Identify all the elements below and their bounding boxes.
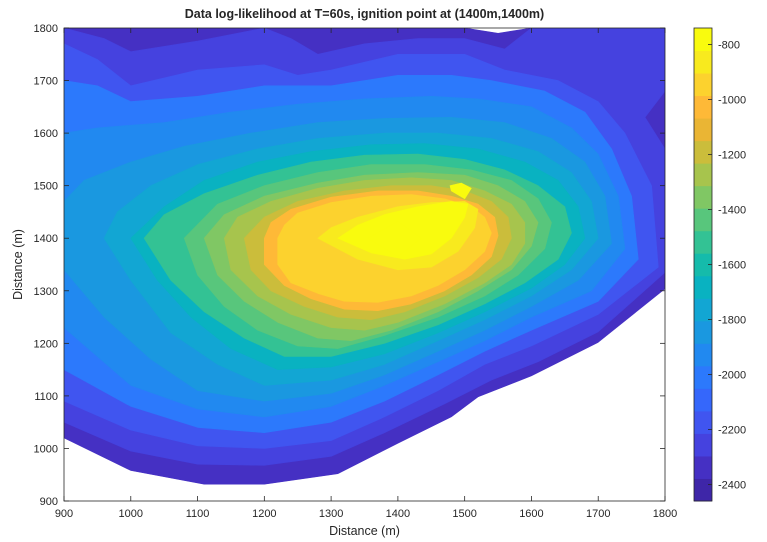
colorbar-tick-label--1800: -1800 bbox=[718, 315, 746, 327]
x-tick-label-1400: 1400 bbox=[386, 508, 410, 520]
colorbar-segment-13 bbox=[694, 185, 712, 209]
colorbar-segment-4 bbox=[694, 388, 712, 412]
x-tick-label-1000: 1000 bbox=[119, 508, 143, 520]
colorbar-tick-label--2200: -2200 bbox=[718, 425, 746, 437]
y-tick-label-1700: 1700 bbox=[34, 76, 58, 88]
y-axis-label: Distance (m) bbox=[11, 229, 25, 300]
colorbar-segment-20 bbox=[694, 28, 712, 52]
y-tick-label-1600: 1600 bbox=[34, 128, 58, 140]
colorbar-tick-label--2400: -2400 bbox=[718, 480, 746, 492]
contour-level-17 bbox=[367, 221, 422, 257]
colorbar-segment-16 bbox=[694, 118, 712, 142]
colorbar-segment-14 bbox=[694, 163, 712, 187]
colorbar-tick-label--1200: -1200 bbox=[718, 150, 746, 162]
x-tick-label-1600: 1600 bbox=[519, 508, 543, 520]
colorbar-segment-10 bbox=[694, 253, 712, 277]
y-tick-label-1400: 1400 bbox=[34, 233, 58, 245]
colorbar-tick-label--1400: -1400 bbox=[718, 205, 746, 217]
x-tick-label-1800: 1800 bbox=[653, 508, 677, 520]
colorbar-tick-label--1600: -1600 bbox=[718, 260, 746, 272]
colorbar-segment-11 bbox=[694, 230, 712, 254]
colorbar-segment-5 bbox=[694, 365, 712, 389]
y-tick-label-1100: 1100 bbox=[34, 391, 58, 403]
y-tick-label-1500: 1500 bbox=[34, 181, 58, 193]
colorbar-segment-17 bbox=[694, 95, 712, 119]
x-tick-label-1300: 1300 bbox=[319, 508, 343, 520]
y-tick-label-900: 900 bbox=[40, 496, 58, 508]
colorbar-tick-label--800: -800 bbox=[718, 40, 740, 52]
colorbar-segment-19 bbox=[694, 50, 712, 74]
plot-area bbox=[63, 27, 666, 502]
x-tick-label-1100: 1100 bbox=[186, 508, 210, 520]
colorbar-segment-6 bbox=[694, 343, 712, 367]
colorbar-segment-12 bbox=[694, 208, 712, 232]
x-axis: 900 1000 1100 1200 1300 1400 1500 1600 1700 1800 bbox=[55, 28, 677, 520]
colorbar-segment-8 bbox=[694, 298, 712, 322]
x-tick-label-900: 900 bbox=[55, 508, 73, 520]
colorbar-segment-2 bbox=[694, 433, 712, 457]
x-axis-label: Distance (m) bbox=[329, 524, 400, 538]
contour-level-18 bbox=[449, 182, 472, 200]
x-tick-label-1200: 1200 bbox=[252, 508, 276, 520]
colorbar-segment-18 bbox=[694, 73, 712, 97]
colorbar-segment-0 bbox=[694, 478, 712, 502]
colorbar-segment-15 bbox=[694, 140, 712, 164]
y-tick-label-1200: 1200 bbox=[34, 338, 58, 350]
y-axis: 900 1000 1100 1200 1300 1400 1500 1600 1700 1800 bbox=[34, 23, 665, 508]
colorbar-segment-3 bbox=[694, 410, 712, 434]
colorbar: -800 -1000 -1200 -1400 -1600 -1800 -2000 -2200 -… bbox=[693, 27, 746, 502]
plot-frame bbox=[63, 27, 666, 502]
colorbar-segment-9 bbox=[694, 275, 712, 299]
colorbar-tick-label--2000: -2000 bbox=[718, 370, 746, 382]
y-tick-label-1300: 1300 bbox=[34, 286, 58, 298]
colorbar-segment-7 bbox=[694, 320, 712, 344]
chart-title: Data log-likelihood at T=60s, ignition p… bbox=[185, 7, 544, 21]
y-tick-label-1800: 1800 bbox=[34, 23, 58, 35]
x-tick-label-1500: 1500 bbox=[452, 508, 476, 520]
x-tick-label-1700: 1700 bbox=[586, 508, 610, 520]
colorbar-tick-label--1000: -1000 bbox=[718, 95, 746, 107]
colorbar-segment-1 bbox=[694, 455, 712, 479]
y-tick-label-1000: 1000 bbox=[34, 443, 58, 455]
